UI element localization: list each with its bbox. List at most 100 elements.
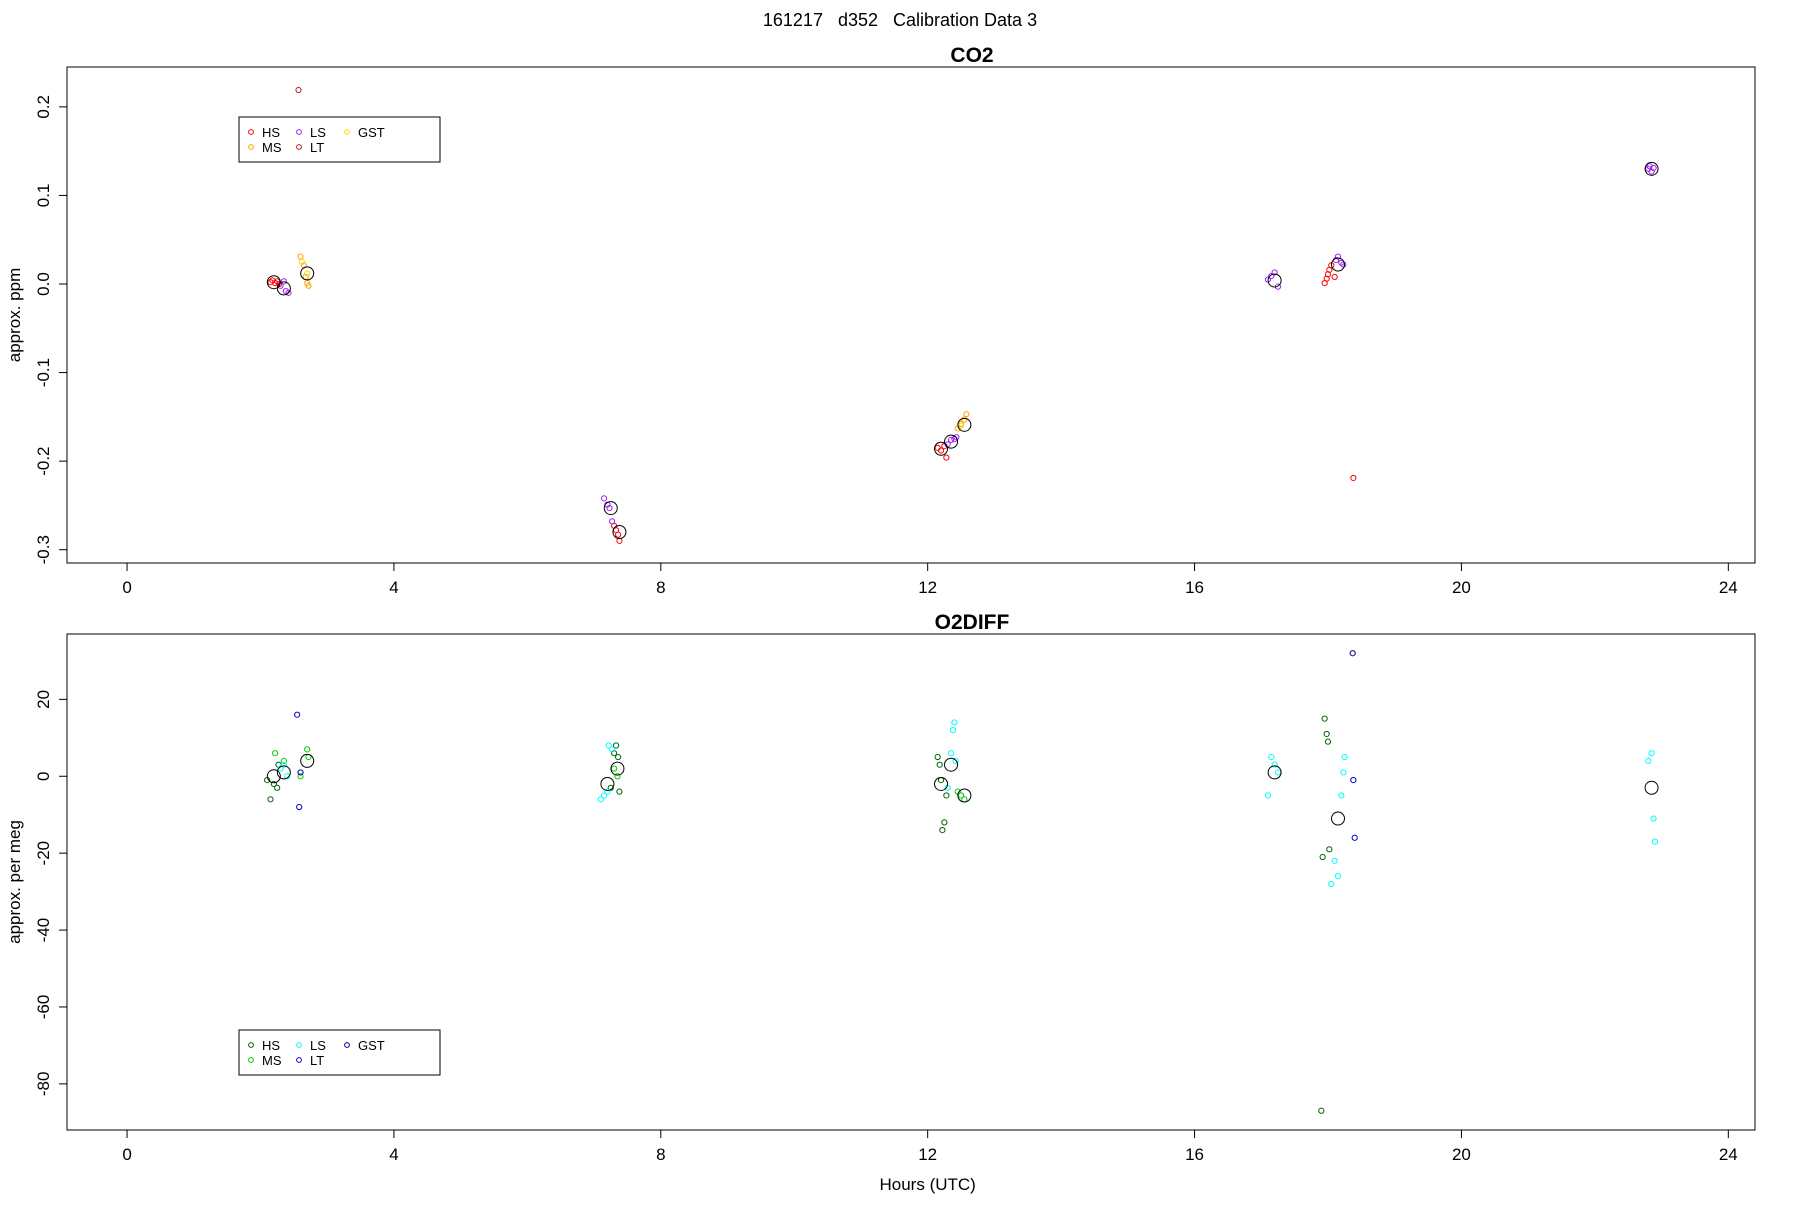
data-point-ls xyxy=(1328,880,1335,888)
y-axis-label: approx. per meg xyxy=(5,820,24,944)
data-point-ms xyxy=(272,750,279,757)
mean-marker xyxy=(600,776,615,791)
data-point-hs xyxy=(1319,853,1326,861)
y-tick-label: 0.2 xyxy=(34,95,53,119)
x-axis-label: Hours (UTC) xyxy=(880,1175,976,1194)
mean-marker xyxy=(934,441,949,456)
data-point-ls xyxy=(1651,838,1659,845)
data-point-hs xyxy=(943,792,950,799)
data-point-hs xyxy=(937,777,945,784)
x-tick-label: 12 xyxy=(918,1145,937,1164)
data-point-gst xyxy=(1349,650,1356,657)
data-point-ls xyxy=(285,289,292,296)
y-tick-label: -0.3 xyxy=(34,535,53,564)
data-point-hs xyxy=(615,531,622,538)
y-tick-label: 0.1 xyxy=(34,184,53,208)
legend-marker-hs xyxy=(248,129,254,135)
data-point-ls xyxy=(597,796,604,803)
legend-marker-ms xyxy=(248,1057,254,1063)
legend-label-lt: LT xyxy=(310,1053,324,1068)
data-point-lt xyxy=(294,711,301,718)
x-tick-label: 12 xyxy=(918,578,937,597)
y-axis-label: approx. ppm xyxy=(5,268,24,363)
data-point-ls xyxy=(947,750,955,757)
data-point-hs xyxy=(1326,846,1333,853)
legend-label-ms: MS xyxy=(262,140,282,155)
data-point-hs xyxy=(1321,715,1328,722)
data-point-ls xyxy=(1650,164,1657,172)
data-point-hs xyxy=(1350,474,1357,482)
data-point-ms xyxy=(614,773,621,780)
data-point-ms xyxy=(280,757,287,764)
data-point-ms xyxy=(297,773,304,780)
data-point-ls xyxy=(1331,857,1338,864)
data-point-ls xyxy=(953,434,960,441)
main-title: 161217 d352 Calibration Data 3 xyxy=(762,10,1038,30)
legend-label-ms: MS xyxy=(262,1053,282,1068)
mean-marker xyxy=(276,765,291,780)
data-point-ms xyxy=(957,420,965,428)
plot-title: CO2 xyxy=(950,44,993,67)
data-point-ls xyxy=(1645,757,1652,764)
data-point-lt xyxy=(295,86,302,94)
data-point-gst xyxy=(298,258,305,265)
y-tick-label: 0 xyxy=(34,772,53,781)
x-tick-label: 24 xyxy=(1719,1145,1738,1164)
data-point-ls xyxy=(951,719,958,726)
mean-marker xyxy=(1644,780,1659,795)
mean-marker xyxy=(300,753,315,768)
legend-marker-ms xyxy=(248,144,254,150)
data-point-gst xyxy=(297,769,304,776)
x-tick-label: 24 xyxy=(1719,578,1738,597)
data-point-ls xyxy=(606,504,613,512)
data-point-ms xyxy=(961,796,968,803)
legend-marker-gst xyxy=(344,129,350,135)
legend-box xyxy=(238,116,441,163)
data-point-ls xyxy=(947,436,955,443)
y-tick-label: -20 xyxy=(34,841,53,866)
x-tick-label: 20 xyxy=(1452,578,1471,597)
y-tick-label: 20 xyxy=(34,690,53,709)
data-point-ms xyxy=(297,253,304,260)
data-point-hs xyxy=(615,753,622,761)
data-point-ls xyxy=(284,773,291,780)
mean-marker xyxy=(266,275,281,290)
legend-marker-lt xyxy=(296,144,302,150)
data-point-lt xyxy=(1350,777,1357,784)
data-point-hs xyxy=(943,454,950,461)
data-point-ls xyxy=(605,742,612,749)
data-point-ls xyxy=(1340,261,1347,268)
legend-label-gst: GST xyxy=(358,125,385,140)
data-point-ms xyxy=(961,416,968,423)
mean-marker xyxy=(957,417,972,432)
legend-label-ls: LS xyxy=(310,125,326,140)
legend-marker-ls xyxy=(296,129,302,135)
data-point-hs xyxy=(937,447,945,454)
data-point-ls xyxy=(604,788,611,795)
data-point-ls xyxy=(600,792,608,799)
data-point-ls xyxy=(608,518,616,525)
data-point-ls xyxy=(1271,761,1278,768)
data-point-hs xyxy=(936,761,943,768)
data-point-hs xyxy=(616,537,623,544)
legend-marker-gst xyxy=(344,1042,350,1048)
x-tick-label: 0 xyxy=(122,1145,131,1164)
x-tick-label: 20 xyxy=(1452,1145,1471,1164)
mean-marker xyxy=(934,776,949,791)
y-tick-label: -0.2 xyxy=(34,446,53,475)
data-point-hs xyxy=(939,826,946,834)
legend-marker-ls xyxy=(296,1042,302,1048)
mean-marker xyxy=(944,757,959,772)
data-point-ms xyxy=(957,792,965,799)
data-point-ls xyxy=(949,727,957,734)
legend-marker-lt xyxy=(296,1057,302,1063)
data-point-hs xyxy=(934,753,941,761)
mean-marker xyxy=(610,761,625,776)
legend-box xyxy=(238,1029,441,1076)
data-point-ms xyxy=(610,765,618,772)
data-point-ms xyxy=(305,282,312,289)
data-point-hs xyxy=(274,784,281,791)
y-tick-label: -60 xyxy=(34,995,53,1020)
